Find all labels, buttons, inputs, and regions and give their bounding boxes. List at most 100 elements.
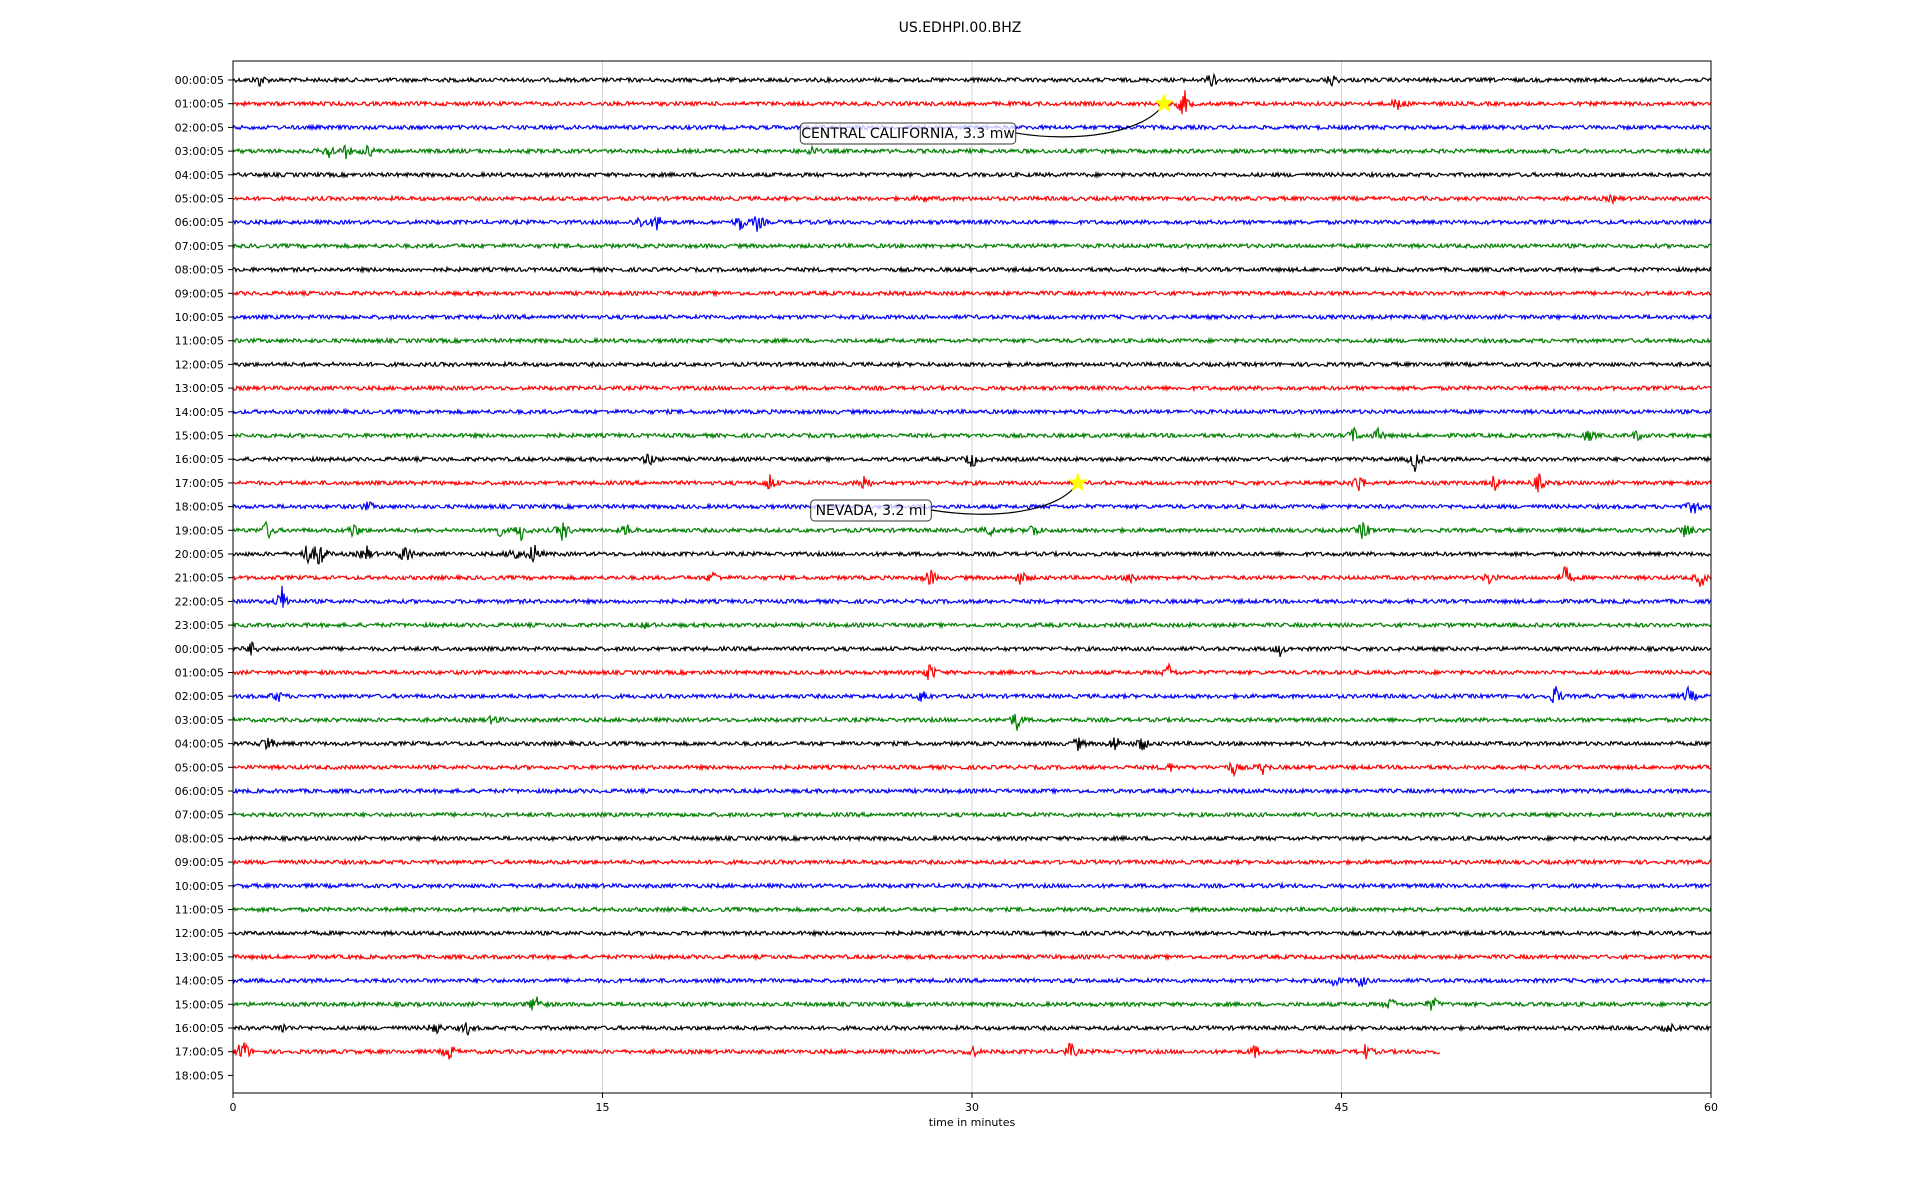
event-annotation: CENTRAL CALIFORNIA, 3.3 mw [799,93,1175,145]
event-star-marker [1068,472,1088,492]
y-tick-label: 14:00:05 [175,975,224,988]
seismic-trace [232,472,1712,493]
y-tick-label: 00:00:05 [175,643,224,656]
y-tick-label: 15:00:05 [175,998,224,1011]
chart-title: US.EDHPI.00.BHZ [898,20,1022,36]
y-tick-label: 09:00:05 [175,856,224,869]
y-tick-label: 03:00:05 [175,145,224,158]
seismic-trace [232,360,1712,369]
event-annotation: NEVADA, 3.2 ml [810,472,1088,522]
y-tick-label: 07:00:05 [175,809,224,822]
seismic-trace [232,685,1712,704]
x-axis-label: time in minutes [929,1116,1016,1129]
axis-layer: 00:00:05 01:00:05 02:00:05 03:00:05 04:00:05… [175,60,1718,1114]
seismic-trace [232,383,1712,393]
y-tick-label: 06:00:05 [175,785,224,798]
y-tick-label: 11:00:05 [175,904,224,917]
seismic-trace [232,737,1712,752]
y-tick-label: 17:00:05 [175,1046,224,1059]
trace-layer [232,72,1712,1060]
seismic-trace [232,72,1712,88]
y-tick-label: 12:00:05 [175,927,224,940]
seismic-trace [232,520,1712,542]
seismic-trace [232,713,1712,731]
seismic-trace [232,170,1712,179]
y-tick-label: 03:00:05 [175,714,224,727]
y-tick-label: 05:00:05 [175,193,224,206]
y-tick-label: 01:00:05 [175,667,224,680]
y-tick-label: 08:00:05 [175,264,224,277]
seismic-trace [232,565,1712,587]
seismic-trace [232,426,1712,442]
seismic-trace [232,265,1712,274]
y-tick-label: 22:00:05 [175,595,224,608]
seismic-trace [232,1022,1712,1037]
seismic-trace [232,996,1712,1011]
event-label: CENTRAL CALIFORNIA, 3.3 mw [801,126,1015,142]
y-tick-label: 18:00:05 [175,1069,224,1082]
seismic-trace [232,241,1712,250]
y-tick-label: 02:00:05 [175,121,224,134]
seismic-trace [232,662,1712,680]
y-tick-label: 12:00:05 [175,358,224,371]
y-tick-label: 16:00:05 [175,1022,224,1035]
seismic-trace [232,144,1712,159]
y-tick-label: 08:00:05 [175,832,224,845]
y-tick-label: 17:00:05 [175,477,224,490]
event-label: NEVADA, 3.2 ml [816,503,927,519]
event-arrow [1015,103,1165,138]
y-tick-label: 00:00:05 [175,74,224,87]
y-tick-label: 20:00:05 [175,548,224,561]
seismic-trace [232,620,1712,630]
seismic-trace [232,952,1712,962]
event-arrow [931,482,1079,515]
seismic-trace [232,289,1712,298]
seismic-trace [232,215,1712,232]
seismic-trace [232,834,1712,843]
y-tick-label: 11:00:05 [175,335,224,348]
y-tick-label: 04:00:05 [175,738,224,751]
seismic-trace [232,407,1712,416]
annotation-layer: CENTRAL CALIFORNIA, 3.3 mw NEVADA, 3.2 ml [799,93,1175,522]
y-tick-label: 10:00:05 [175,880,224,893]
y-tick-label: 18:00:05 [175,501,224,514]
seismic-trace [232,453,1712,472]
seismic-trace [232,544,1712,565]
seismic-trace [232,193,1712,206]
y-tick-label: 02:00:05 [175,690,224,703]
y-tick-label: 19:00:05 [175,524,224,537]
y-tick-label: 07:00:05 [175,240,224,253]
y-tick-label: 09:00:05 [175,287,224,300]
y-tick-label: 05:00:05 [175,761,224,774]
seismic-trace [232,585,1712,608]
y-tick-label: 10:00:05 [175,311,224,324]
y-tick-label: 23:00:05 [175,619,224,632]
seismic-trace [232,312,1712,322]
y-tick-label: 21:00:05 [175,572,224,585]
x-tick-label: 0 [230,1101,237,1114]
y-tick-label: 13:00:05 [175,951,224,964]
event-star-marker [1154,93,1175,113]
seismic-trace [232,761,1712,778]
seismic-trace [232,881,1712,890]
y-tick-label: 01:00:05 [175,98,224,111]
x-tick-label: 60 [1704,1101,1718,1114]
seismic-trace [232,336,1712,345]
seismic-trace [232,810,1712,819]
y-tick-label: 04:00:05 [175,169,224,182]
y-tick-label: 06:00:05 [175,216,224,229]
x-tick-label: 30 [965,1101,979,1114]
y-tick-label: 14:00:05 [175,406,224,419]
y-tick-label: 16:00:05 [175,453,224,466]
seismic-trace [232,1042,1441,1060]
seismic-trace [232,641,1712,657]
x-tick-label: 15 [596,1101,610,1114]
seismic-trace [233,857,1712,867]
seismic-trace [232,786,1712,796]
seismic-trace [232,976,1711,988]
x-tick-label: 45 [1335,1101,1349,1114]
y-tick-label: 15:00:05 [175,430,224,443]
seismic-trace [232,90,1712,115]
seismic-trace [232,928,1712,938]
